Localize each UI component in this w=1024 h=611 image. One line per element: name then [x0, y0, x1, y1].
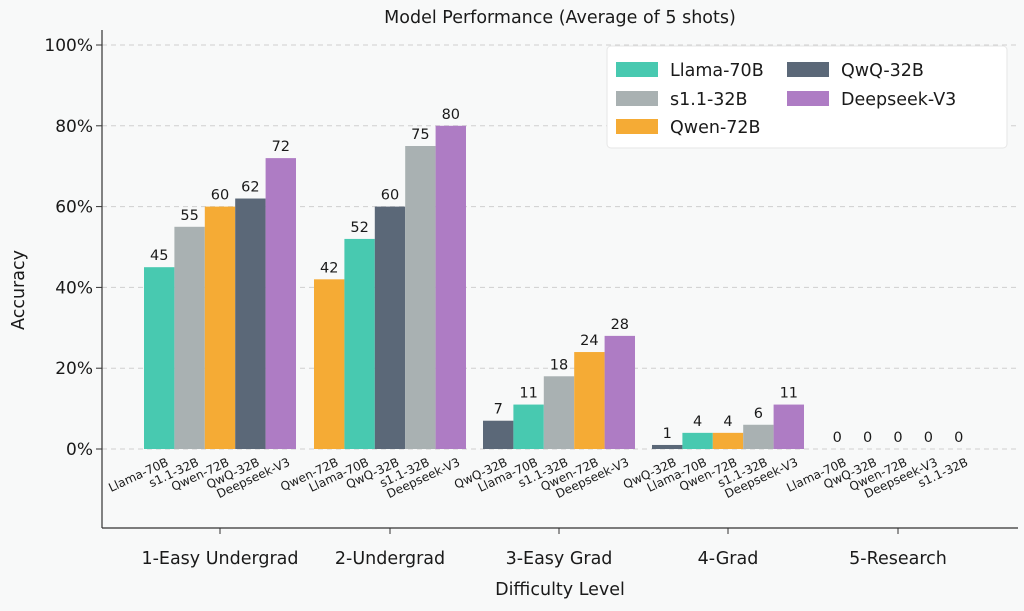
x-axis-label: Difficulty Level	[495, 580, 625, 600]
bar-value-label: 4	[693, 414, 702, 430]
group-labels: 1-Easy Undergrad 2-Undergrad 3-Easy Grad 4-…	[141, 549, 946, 569]
bar	[405, 146, 436, 449]
bar-value-label: 7	[494, 402, 503, 418]
legend-swatch	[616, 119, 658, 134]
legend-label: Deepseek-V3	[841, 90, 956, 110]
group-label: 2-Undergrad	[335, 549, 445, 569]
group-label: 1-Easy Undergrad	[141, 549, 298, 569]
legend-swatch	[616, 91, 658, 106]
bar-value-label: 11	[519, 386, 537, 402]
bar-value-label: 0	[924, 430, 933, 446]
legend: Llama-70B s1.1-32B Qwen-72B QwQ-32B Deepseek…	[606, 45, 1008, 149]
bar	[513, 404, 544, 449]
bar	[204, 206, 236, 449]
bar-value-label: 4	[723, 414, 732, 430]
bar-value-label: 18	[550, 357, 568, 373]
bar	[314, 279, 345, 449]
y-tick-label: 20%	[55, 359, 93, 379]
bar-value-label: 72	[272, 139, 290, 155]
legend-swatch	[787, 62, 829, 77]
bar	[235, 198, 266, 449]
bar	[435, 125, 466, 450]
legend-label: QwQ-32B	[841, 61, 924, 81]
bar	[543, 376, 575, 449]
bar	[712, 432, 744, 449]
legend-swatch	[616, 62, 658, 77]
bar	[773, 404, 804, 449]
bar	[374, 206, 406, 449]
bar-value-label: 0	[893, 430, 902, 446]
bar-value-label: 24	[580, 333, 598, 349]
bar-value-label: 6	[754, 406, 763, 422]
legend-label: Qwen-72B	[670, 118, 761, 138]
bar-value-label: 42	[320, 260, 338, 276]
bar-value-label: 55	[180, 208, 198, 224]
group-label: 5-Research	[849, 549, 947, 569]
bar	[743, 424, 774, 449]
bar	[682, 432, 713, 449]
bar-value-label: 60	[381, 188, 399, 204]
bar	[483, 420, 514, 449]
y-tick-labels: 0% 20% 40% 60% 80% 100%	[44, 36, 93, 460]
bar-value-label: 80	[442, 107, 460, 123]
group-label: 3-Easy Grad	[506, 549, 613, 569]
bar-value-label: 28	[611, 317, 629, 333]
bar-tick-labels: Llama-70Bs1.1-32BQwen-72BQwQ-32BDeepseek…	[106, 455, 970, 501]
y-axis-label: Accuracy	[9, 250, 29, 330]
bar	[144, 267, 175, 449]
bar-value-label: 60	[211, 188, 229, 204]
bar-value-label: 1	[663, 426, 672, 442]
bar	[574, 352, 605, 449]
bar-value-label: 0	[863, 430, 872, 446]
bars	[144, 125, 804, 450]
bar-value-label: 0	[954, 430, 963, 446]
chart-title: Model Performance (Average of 5 shots)	[384, 8, 736, 28]
y-tick-label: 100%	[44, 36, 93, 56]
bar	[604, 335, 635, 449]
value-labels: 45 55 60 62 72 42 52 60 75 80 7 11 18 24 28 1 4 4 6 11 0 0 0 0 0	[150, 107, 963, 446]
bar-value-label: 52	[350, 220, 368, 236]
axes	[96, 30, 1018, 534]
y-tick-label: 80%	[55, 117, 93, 137]
bar-value-label: 75	[411, 127, 429, 143]
bar-value-label: 11	[780, 386, 798, 402]
bar	[174, 226, 205, 449]
bar	[344, 238, 375, 449]
group-label: 4-Grad	[698, 549, 759, 569]
y-tick-label: 60%	[55, 198, 93, 218]
bar	[652, 444, 683, 449]
bar	[265, 158, 296, 449]
y-tick-label: 0%	[66, 440, 93, 460]
bar-value-label: 62	[241, 180, 259, 196]
bar-value-label: 45	[150, 248, 168, 264]
legend-label: Llama-70B	[670, 61, 764, 81]
legend-swatch	[787, 91, 829, 106]
bar-value-label: 0	[833, 430, 842, 446]
y-tick-label: 40%	[55, 278, 93, 298]
legend-label: s1.1-32B	[670, 90, 748, 110]
